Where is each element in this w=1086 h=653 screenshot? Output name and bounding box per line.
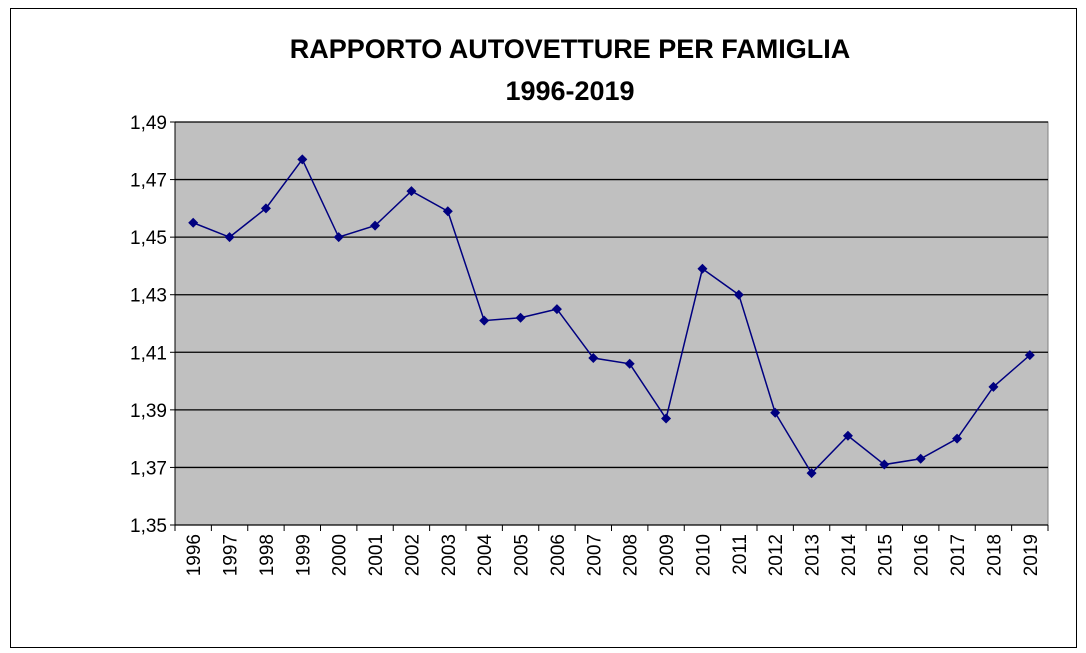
data-point xyxy=(879,459,890,470)
data-point xyxy=(479,315,490,326)
data-point xyxy=(224,232,235,243)
x-tick-label: 2009 xyxy=(657,534,678,576)
data-point xyxy=(915,453,926,464)
y-tick-label: 1,39 xyxy=(130,401,167,422)
plot-area xyxy=(174,121,1049,526)
x-tick-label: 2007 xyxy=(584,534,605,576)
x-tick-label: 2019 xyxy=(1021,534,1042,576)
x-tick-label: 2015 xyxy=(875,534,896,576)
data-point xyxy=(697,263,708,274)
data-point xyxy=(661,413,672,424)
data-point xyxy=(333,232,344,243)
x-tick-label: 2013 xyxy=(803,534,824,576)
x-tick-label: 2004 xyxy=(475,534,496,577)
data-point xyxy=(370,220,381,231)
data-point xyxy=(260,203,271,214)
x-tick-label: 2000 xyxy=(330,534,351,576)
y-tick-label: 1,37 xyxy=(130,458,167,479)
data-point xyxy=(551,304,562,315)
data-point xyxy=(515,312,526,323)
x-tick-label: 1999 xyxy=(293,534,314,576)
x-tick-label: 2014 xyxy=(839,534,860,577)
chart-title: RAPPORTO AUTOVETTURE PER FAMIGLIA xyxy=(290,34,851,64)
x-tick-label: 2017 xyxy=(948,534,969,576)
data-point xyxy=(1024,350,1035,361)
x-tick-label: 2003 xyxy=(439,534,460,576)
x-tick-label: 2002 xyxy=(402,534,423,576)
x-tick-label: 2016 xyxy=(912,534,933,576)
data-point xyxy=(952,433,963,444)
x-tick-label: 2006 xyxy=(548,534,569,576)
x-tick-label: 2018 xyxy=(984,534,1005,576)
x-tick-label: 1998 xyxy=(257,534,278,576)
data-point xyxy=(806,468,817,479)
y-tick-label: 1,35 xyxy=(130,516,167,537)
x-tick-label: 2012 xyxy=(766,534,787,576)
data-point xyxy=(733,289,744,300)
y-tick-label: 1,45 xyxy=(130,228,167,249)
chart-subtitle: 1996-2019 xyxy=(505,76,634,106)
x-tick-label: 1996 xyxy=(184,534,205,576)
data-point xyxy=(842,430,853,441)
y-tick-label: 1,43 xyxy=(130,286,167,307)
y-tick-label: 1,49 xyxy=(130,113,167,134)
x-tick-label: 2010 xyxy=(693,534,714,576)
data-point xyxy=(588,353,599,364)
data-point xyxy=(406,186,417,197)
data-point xyxy=(442,206,453,217)
data-point xyxy=(988,381,999,392)
x-tick-label: 2005 xyxy=(512,534,533,576)
data-point xyxy=(188,217,199,228)
data-line xyxy=(192,157,1031,475)
y-tick-label: 1,47 xyxy=(130,171,167,192)
data-point xyxy=(297,154,308,165)
x-tick-label: 1997 xyxy=(221,534,242,576)
data-point xyxy=(770,407,781,418)
x-tick-label: 2008 xyxy=(621,534,642,576)
y-tick-label: 1,41 xyxy=(130,343,167,364)
x-tick-label: 2001 xyxy=(366,534,387,576)
data-point xyxy=(624,358,635,369)
x-tick-label: 2011 xyxy=(730,534,751,575)
